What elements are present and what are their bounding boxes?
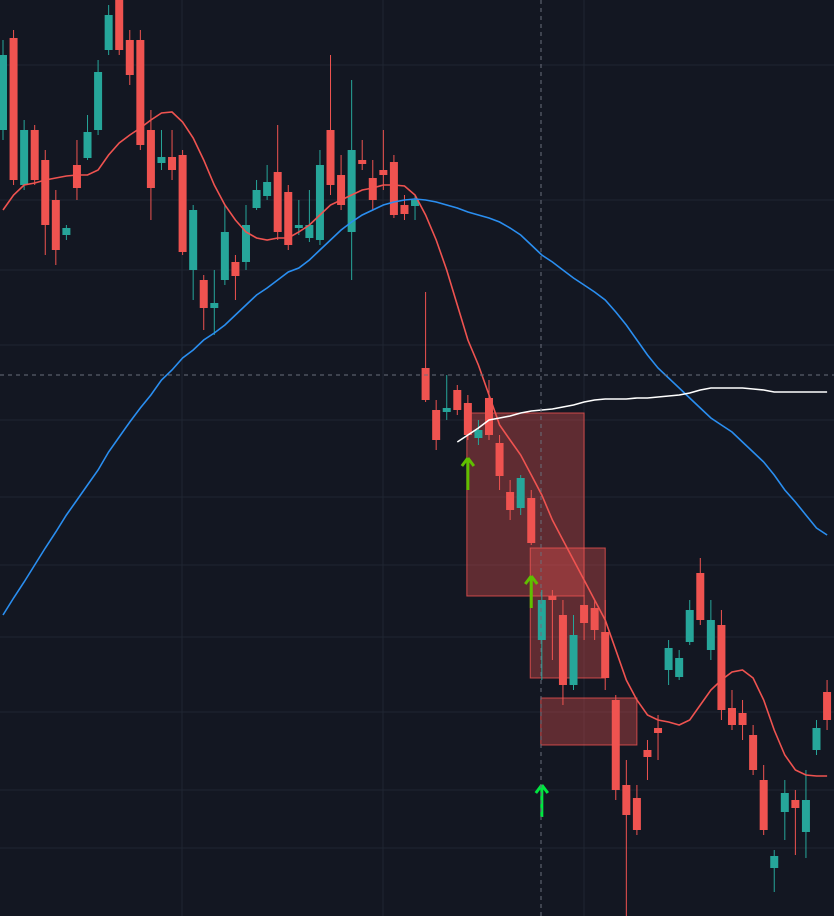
signals [460,457,550,817]
candle-body [685,610,694,642]
candle-body [516,478,525,508]
candle-body [823,692,832,720]
moving-average-line [2,111,828,777]
candle-body [791,800,800,808]
candle-body [664,648,673,670]
candle-body [136,40,145,145]
candle-body [62,228,71,235]
candle-body [411,200,420,206]
candle-body [358,160,367,164]
zone [540,697,638,746]
lines [2,111,828,777]
candle-body [675,658,684,677]
candle-body [125,40,134,75]
candle-body [210,303,219,308]
candle-body [706,620,715,650]
candle-body [569,635,578,685]
candle-body [0,55,7,130]
candle-body [315,165,324,240]
candle-body [474,430,483,438]
candle-body [527,498,536,543]
moving-average-line [456,387,828,443]
candle-body [749,735,758,770]
candle-body [284,192,293,245]
candle-body [199,280,208,308]
candle-body [548,596,557,600]
candle-body [379,170,388,175]
candle-body [368,178,377,200]
candle-body [168,157,177,170]
candle-body [51,200,60,250]
candle-body [273,172,282,232]
signal-arrow [534,784,550,817]
candle-body [305,225,314,238]
candle-body [696,573,705,620]
candle-body [252,190,261,208]
candle-body [30,130,39,180]
candle-body [157,157,166,163]
candle-body [389,162,398,215]
zone [466,412,585,597]
candle-body [9,38,18,180]
candle-body [643,750,652,757]
candle-body [780,793,789,812]
candle-body [104,15,113,50]
candle-body [72,165,81,188]
candle-body [727,708,736,725]
candle-body [294,225,303,228]
candle-body [189,210,198,270]
candle-body [442,408,451,412]
candle-body [421,368,430,400]
candle-body [654,728,663,733]
candle-body [178,155,187,252]
candle-body [812,728,821,750]
candle-body [220,232,229,280]
candle-body [453,390,462,410]
candle-body [738,713,747,725]
candle-body [537,600,546,640]
candle-body [590,608,599,630]
candle-body [337,175,346,205]
candle-body [611,700,620,790]
candle-body [20,130,29,185]
candle-body [94,72,103,130]
candle-body [146,130,155,188]
candle-body [506,492,515,510]
candle-body [622,785,631,815]
candle-body [41,160,50,225]
candle-body [241,225,250,262]
candle-body [463,403,472,435]
candle-body [83,132,92,158]
candle-body [115,0,124,50]
candle-body [263,182,272,196]
candle-body [347,150,356,232]
moving-average-line [2,198,828,616]
candle-body [770,856,779,868]
zones [466,412,638,746]
candle-body [632,798,641,830]
candle-body [231,262,240,276]
candle-body [558,615,567,685]
candle-body [801,800,810,832]
candle-body [400,205,409,214]
candle-body [759,780,768,830]
signal-arrow [460,457,476,490]
candle-body [717,625,726,710]
candle-body [326,130,335,185]
candle-body [484,398,493,435]
candle-body [580,605,589,623]
candle-body [432,410,441,440]
candle-body [601,632,610,678]
signal-arrow [524,575,539,608]
candle-body [495,443,504,476]
